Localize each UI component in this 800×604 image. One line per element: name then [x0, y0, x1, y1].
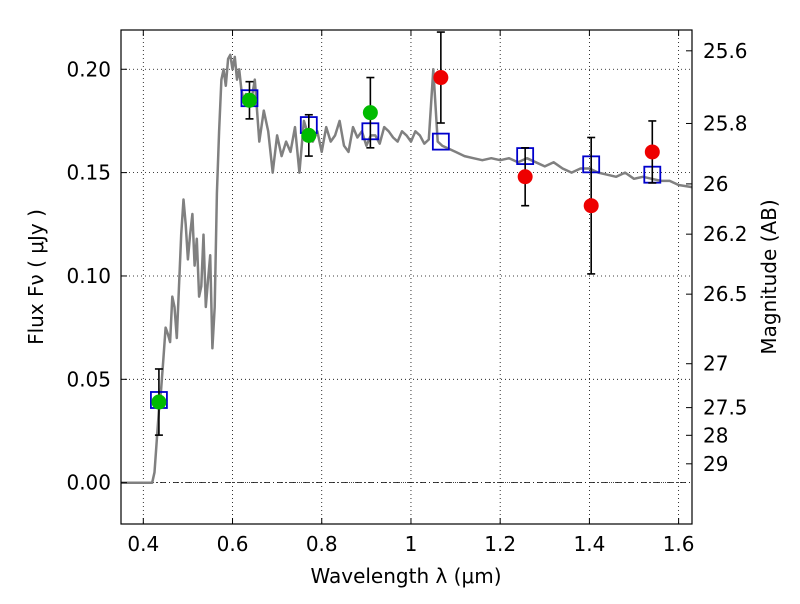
x-tick-label: 1 [405, 532, 418, 556]
x-tick-label: 1.4 [573, 532, 605, 556]
x-tick-label: 0.6 [217, 532, 249, 556]
y-axis-label: Flux Fν ( μJy ) [24, 209, 48, 345]
y-tick-label: 0.00 [66, 471, 111, 495]
model-box-marker [431, 132, 450, 151]
plot-frame [120, 29, 693, 525]
x-tick-label: 1.2 [484, 532, 516, 556]
x-tick-label: 0.8 [306, 532, 338, 556]
red-detection-point [644, 144, 660, 160]
x-axis-label: Wavelength λ (μm) [310, 564, 501, 588]
green-detection-point [151, 394, 167, 410]
y-tick-label: 0.10 [66, 264, 111, 288]
mag-tick-label: 27.5 [703, 396, 748, 420]
red-detection-point [583, 198, 599, 214]
mag-tick-label: 25.8 [703, 111, 748, 135]
red-detection-point [433, 70, 449, 86]
plot-layer [121, 31, 693, 484]
mag-tick-label: 29 [703, 452, 728, 476]
right-axis-label: Magnitude (AB) [757, 199, 781, 354]
mag-tick-label: 26.2 [703, 222, 748, 246]
mag-tick-label: 26.5 [703, 282, 748, 306]
mag-tick-label: 28 [703, 423, 728, 447]
x-tick-label: 0.4 [127, 532, 159, 556]
mag-tick-label: 26 [703, 172, 728, 196]
red-detection-point [517, 169, 533, 185]
mag-tick-label: 27 [703, 352, 728, 376]
y-tick-label: 0.20 [66, 57, 111, 81]
mag-tick-label: 25.6 [703, 39, 748, 63]
green-detection-point [241, 92, 257, 108]
green-detection-point [362, 105, 378, 121]
green-detection-point [301, 127, 317, 143]
x-tick-label: 1.6 [663, 532, 695, 556]
y-tick-label: 0.05 [66, 367, 111, 391]
y-tick-label: 0.15 [66, 161, 111, 185]
ticks-layer: 0.4 0.6 0.8 1 1.2 1.4 1.6 0.00 0.05 0.10 0.15 0.20 2… [66, 30, 748, 556]
